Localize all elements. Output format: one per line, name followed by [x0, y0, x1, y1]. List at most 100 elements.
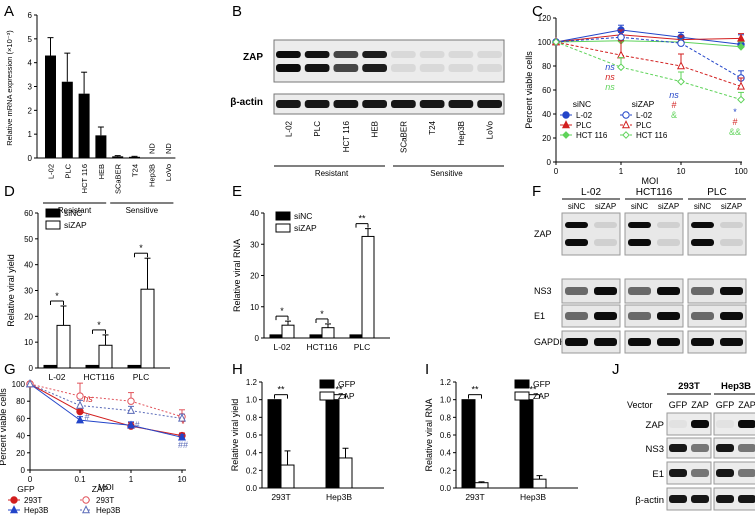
series-line	[555, 29, 622, 43]
actin-band	[362, 100, 387, 108]
legend-swatch	[275, 223, 291, 233]
band	[594, 287, 617, 295]
blot-box	[687, 330, 747, 354]
blot-box	[561, 330, 621, 354]
category-label: 293T	[465, 492, 484, 502]
y-tick-label: 40	[24, 261, 33, 270]
band	[691, 312, 714, 320]
legend-swatch	[514, 391, 530, 401]
y-tick-label: 0.0	[246, 484, 258, 493]
band	[669, 469, 687, 477]
lane-label: Hep3B	[457, 121, 466, 145]
series-line	[79, 411, 132, 427]
band	[691, 420, 709, 428]
band	[716, 444, 734, 452]
legend-swatch	[319, 391, 335, 401]
category-label: PLC	[133, 372, 150, 382]
data-point	[737, 95, 745, 104]
panel-letter-j: J	[612, 361, 620, 378]
y-tick-label: 40	[250, 209, 259, 218]
y-axis-label: Relative mRNA expression (×10⁻³)	[5, 30, 14, 146]
series-line	[680, 41, 742, 48]
band	[565, 239, 588, 246]
significance-label: ns	[669, 90, 679, 100]
blot-box	[713, 437, 755, 459]
legend-header: siZAP	[632, 99, 655, 109]
lane-label: HEB	[371, 121, 380, 137]
significance-label: ##	[178, 440, 188, 450]
band	[628, 312, 651, 320]
data-point	[127, 397, 135, 405]
legend-label: siNC	[294, 211, 312, 221]
y-tick-label: 0.8	[440, 413, 452, 422]
y-tick-label: 0.4	[246, 449, 258, 458]
y-tick-label: 1.2	[440, 378, 452, 387]
data-point	[736, 81, 746, 90]
legend-label: ZAP	[533, 391, 550, 401]
y-tick-label: 100	[12, 380, 26, 389]
category-label: L-02	[273, 342, 290, 352]
data-point	[736, 33, 746, 42]
lane-label: GFP	[669, 400, 688, 410]
x-tick-label: 10	[677, 167, 686, 176]
significance-label: *	[280, 306, 284, 316]
data-point	[677, 77, 685, 86]
actin-band	[391, 100, 416, 108]
y-tick-label: 80	[542, 62, 551, 71]
row-label: E1	[534, 311, 545, 321]
zap-band-lower	[448, 64, 474, 72]
y-tick-label: 5	[28, 35, 33, 44]
zap-band-lower	[362, 64, 387, 72]
significance-label: **	[529, 385, 537, 395]
series-line	[680, 36, 742, 45]
y-tick-label: 20	[250, 272, 259, 281]
panel-letter-b: B	[232, 3, 242, 20]
series-line	[79, 395, 132, 402]
series-line	[130, 424, 183, 438]
bar-treatment	[474, 482, 489, 489]
series-line	[29, 383, 81, 421]
data-point	[76, 407, 84, 416]
blot-box-actin	[273, 93, 505, 115]
y-axis-label: Percent viable cells	[524, 51, 534, 129]
zap-band-lower	[419, 64, 445, 72]
legend-marker	[622, 111, 630, 119]
y-tick-label: 0.2	[246, 466, 258, 475]
band	[691, 239, 714, 246]
legend-label: GFP	[533, 379, 551, 389]
bar	[129, 156, 140, 158]
y-tick-label: 1.0	[440, 396, 452, 405]
significance-label: #	[84, 412, 89, 422]
category-label: HCT 116	[80, 164, 89, 193]
blot-box	[713, 487, 755, 511]
band	[657, 287, 680, 295]
blot-box	[687, 304, 747, 328]
y-axis-label: Relative viral RNA	[232, 239, 242, 312]
bar	[45, 55, 56, 159]
category-label: T24	[131, 164, 140, 177]
bar	[78, 93, 90, 158]
data-point	[617, 63, 625, 72]
lane-label: siNC	[631, 202, 649, 211]
bar	[95, 135, 107, 158]
bar	[112, 156, 124, 158]
band	[720, 287, 743, 295]
legend-label: Hep3B	[96, 506, 120, 515]
significance-label: ns	[605, 82, 615, 92]
bar-control	[127, 364, 142, 369]
y-tick-label: 40	[542, 110, 551, 119]
series-line	[680, 81, 742, 101]
band	[628, 287, 651, 295]
y-tick-label: 0	[547, 158, 552, 167]
actin-band	[477, 100, 502, 108]
legend-marker	[562, 131, 570, 139]
category-label: PLC	[63, 163, 72, 178]
x-tick-label: 0	[28, 475, 33, 484]
x-tick-label: 0	[554, 167, 559, 176]
y-tick-label: 1.0	[246, 396, 258, 405]
legend-header: ZAP	[92, 484, 109, 494]
series-line	[555, 41, 622, 68]
legend-swatch	[45, 220, 61, 230]
row-label: β-actin	[230, 97, 263, 108]
